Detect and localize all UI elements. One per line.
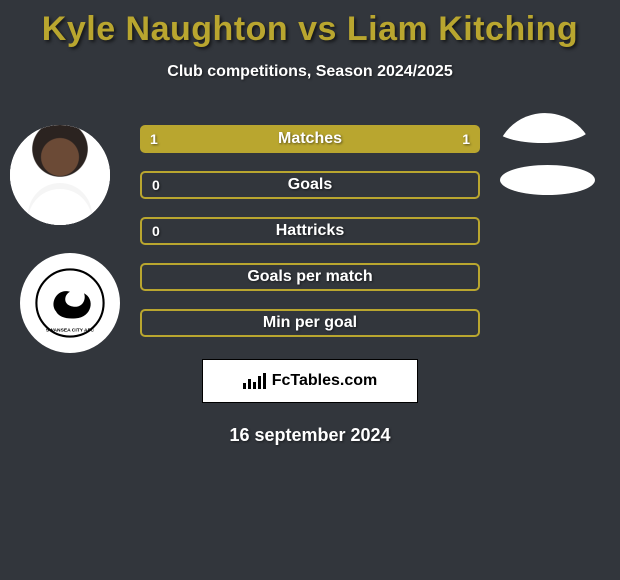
comparison-subtitle: Club competitions, Season 2024/2025 bbox=[0, 63, 620, 81]
ellipse-shape bbox=[500, 165, 595, 195]
stat-label: Min per goal bbox=[263, 314, 357, 332]
player1-name: Kyle Naughton bbox=[42, 10, 288, 48]
brand-box[interactable]: FcTables.com bbox=[202, 359, 418, 403]
comparison-title: Kyle Naughton vs Liam Kitching bbox=[0, 0, 620, 49]
brand-bars-icon bbox=[243, 373, 266, 389]
brand-text: FcTables.com bbox=[272, 372, 378, 390]
comparison-date: 16 september 2024 bbox=[0, 425, 620, 446]
player2-avatar-placeholder-2 bbox=[500, 165, 595, 195]
stat-row-matches: Matches 1 1 bbox=[140, 125, 480, 153]
stat-value-left: 1 bbox=[150, 131, 158, 147]
stat-label: Goals bbox=[288, 176, 332, 194]
stat-value-right: 1 bbox=[462, 131, 470, 147]
stat-row-hattricks: Hattricks 0 bbox=[140, 217, 480, 245]
stat-label: Matches bbox=[278, 130, 342, 148]
stat-label: Hattricks bbox=[276, 222, 344, 240]
stat-row-goals-per-match: Goals per match bbox=[140, 263, 480, 291]
player1-club-badge: SWANSEA CITY AFC bbox=[20, 253, 120, 353]
player2-avatar-placeholder-1 bbox=[495, 113, 595, 213]
stat-value-left: 0 bbox=[152, 177, 160, 193]
stat-value-left: 0 bbox=[152, 223, 160, 239]
stat-row-goals: Goals 0 bbox=[140, 171, 480, 199]
stat-label: Goals per match bbox=[247, 268, 372, 286]
player-silhouette bbox=[10, 125, 110, 225]
player1-avatar bbox=[10, 125, 110, 225]
stat-row-min-per-goal: Min per goal bbox=[140, 309, 480, 337]
player2-name: Liam Kitching bbox=[347, 10, 578, 48]
ellipse-shape bbox=[495, 113, 590, 143]
svg-text:SWANSEA CITY AFC: SWANSEA CITY AFC bbox=[46, 328, 95, 334]
title-vs: vs bbox=[288, 10, 347, 48]
swansea-swan-icon: SWANSEA CITY AFC bbox=[35, 268, 105, 338]
